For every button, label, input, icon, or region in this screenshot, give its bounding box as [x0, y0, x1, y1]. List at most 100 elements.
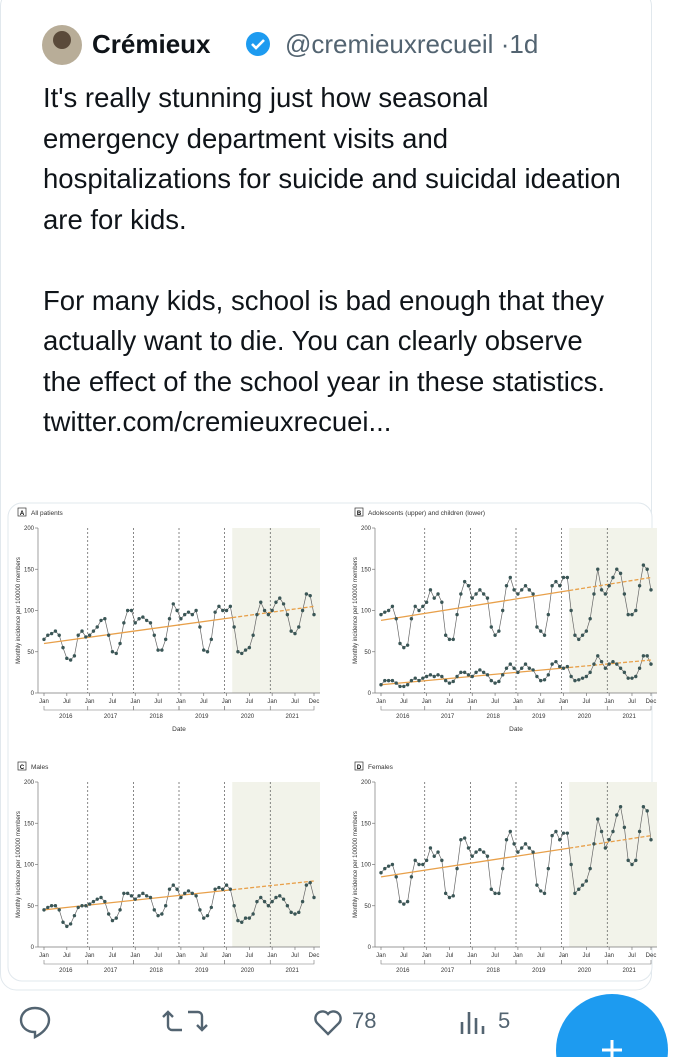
- data-point: [156, 648, 160, 652]
- data-point: [133, 897, 137, 901]
- data-point: [91, 629, 96, 633]
- data-point: [84, 904, 88, 908]
- data-point: [421, 676, 425, 680]
- y-tick-label: 100: [24, 863, 35, 869]
- data-point: [202, 916, 206, 920]
- compose-button[interactable]: [556, 994, 668, 1057]
- data-point: [278, 596, 282, 600]
- data-point: [561, 575, 566, 580]
- data-point: [428, 588, 433, 592]
- data-point: [99, 618, 103, 623]
- author-name[interactable]: Crémieux: [92, 29, 211, 59]
- panel-letter: C: [20, 765, 25, 771]
- data-point: [167, 887, 172, 891]
- data-point: [160, 912, 164, 916]
- data-point: [565, 831, 570, 835]
- data-point: [266, 904, 271, 908]
- data-point: [383, 678, 387, 683]
- data-point: [645, 654, 649, 658]
- data-point: [232, 625, 236, 629]
- data-point: [504, 584, 509, 588]
- handle[interactable]: @cremieuxrecueil: [285, 29, 494, 59]
- y-tick-label: 150: [24, 567, 35, 573]
- retweet-button[interactable]: [162, 1010, 208, 1032]
- data-point: [175, 887, 179, 891]
- year-label: 2021: [285, 714, 299, 720]
- data-point: [440, 674, 444, 679]
- data-point: [508, 829, 512, 834]
- x-tick-label: Jul: [583, 953, 591, 959]
- data-point: [304, 592, 309, 596]
- data-point: [152, 908, 156, 912]
- timestamp[interactable]: 1d: [509, 29, 539, 59]
- data-point: [76, 905, 80, 910]
- data-point: [451, 894, 455, 898]
- year-label: 2020: [578, 968, 592, 974]
- data-point: [266, 612, 271, 617]
- data-point: [577, 678, 581, 682]
- data-point: [596, 654, 600, 658]
- data-point: [645, 809, 649, 813]
- data-point: [569, 674, 573, 679]
- data-point: [539, 678, 543, 683]
- data-point: [228, 887, 233, 891]
- data-point: [186, 610, 191, 614]
- data-point: [221, 608, 225, 613]
- data-point: [390, 862, 395, 867]
- data-point: [129, 894, 134, 898]
- data-point: [148, 895, 153, 900]
- paragraph: For many kids, school is bad enough that…: [43, 284, 606, 438]
- x-tick-label: Jan: [222, 699, 232, 705]
- data-point: [95, 625, 99, 629]
- data-point: [251, 633, 255, 637]
- data-point: [500, 866, 505, 871]
- data-point: [118, 641, 122, 646]
- year-label: 2021: [622, 714, 636, 720]
- x-tick-label: Jan: [176, 699, 186, 705]
- data-point: [485, 673, 490, 677]
- data-point: [133, 621, 137, 625]
- data-point: [202, 648, 206, 652]
- reply-button[interactable]: [19, 1006, 51, 1039]
- data-point: [190, 891, 195, 896]
- like-button[interactable]: [314, 1010, 342, 1036]
- data-point: [489, 625, 493, 629]
- trend-projection: [569, 659, 652, 669]
- x-tick-label: Jan: [513, 953, 523, 959]
- year-label: 2018: [150, 968, 164, 974]
- data-point: [137, 894, 141, 898]
- x-tick-label: Jul: [628, 953, 636, 959]
- panel-title: All patients: [31, 510, 64, 517]
- media-card[interactable]: [7, 502, 653, 982]
- data-point: [455, 612, 459, 617]
- data-point: [565, 664, 570, 669]
- data-point: [198, 908, 202, 912]
- data-point: [84, 635, 88, 639]
- data-point: [289, 629, 293, 633]
- data-point: [297, 625, 301, 629]
- data-point: [466, 584, 471, 588]
- x-tick-label: Dec: [309, 953, 320, 959]
- data-point: [584, 879, 589, 883]
- y-tick-label: 50: [364, 650, 371, 656]
- views-button[interactable]: [460, 1012, 485, 1034]
- data-point: [493, 681, 497, 685]
- data-point: [603, 592, 608, 596]
- data-point: [611, 575, 615, 580]
- data-point: [569, 608, 573, 613]
- x-tick-label: Jul: [400, 699, 408, 705]
- data-point: [278, 894, 282, 898]
- data-point: [390, 604, 395, 609]
- data-point: [209, 905, 214, 910]
- y-tick-label: 0: [31, 691, 35, 697]
- data-point: [289, 910, 293, 915]
- avatar-figure: [53, 31, 71, 49]
- y-tick-label: 100: [24, 609, 35, 615]
- data-point: [175, 608, 179, 613]
- data-point: [561, 666, 566, 670]
- chart-panel: B Adolescents (upper) and children (lower…: [353, 507, 657, 733]
- data-point: [447, 895, 452, 900]
- data-point: [603, 846, 608, 850]
- x-tick-label: Jul: [246, 699, 254, 705]
